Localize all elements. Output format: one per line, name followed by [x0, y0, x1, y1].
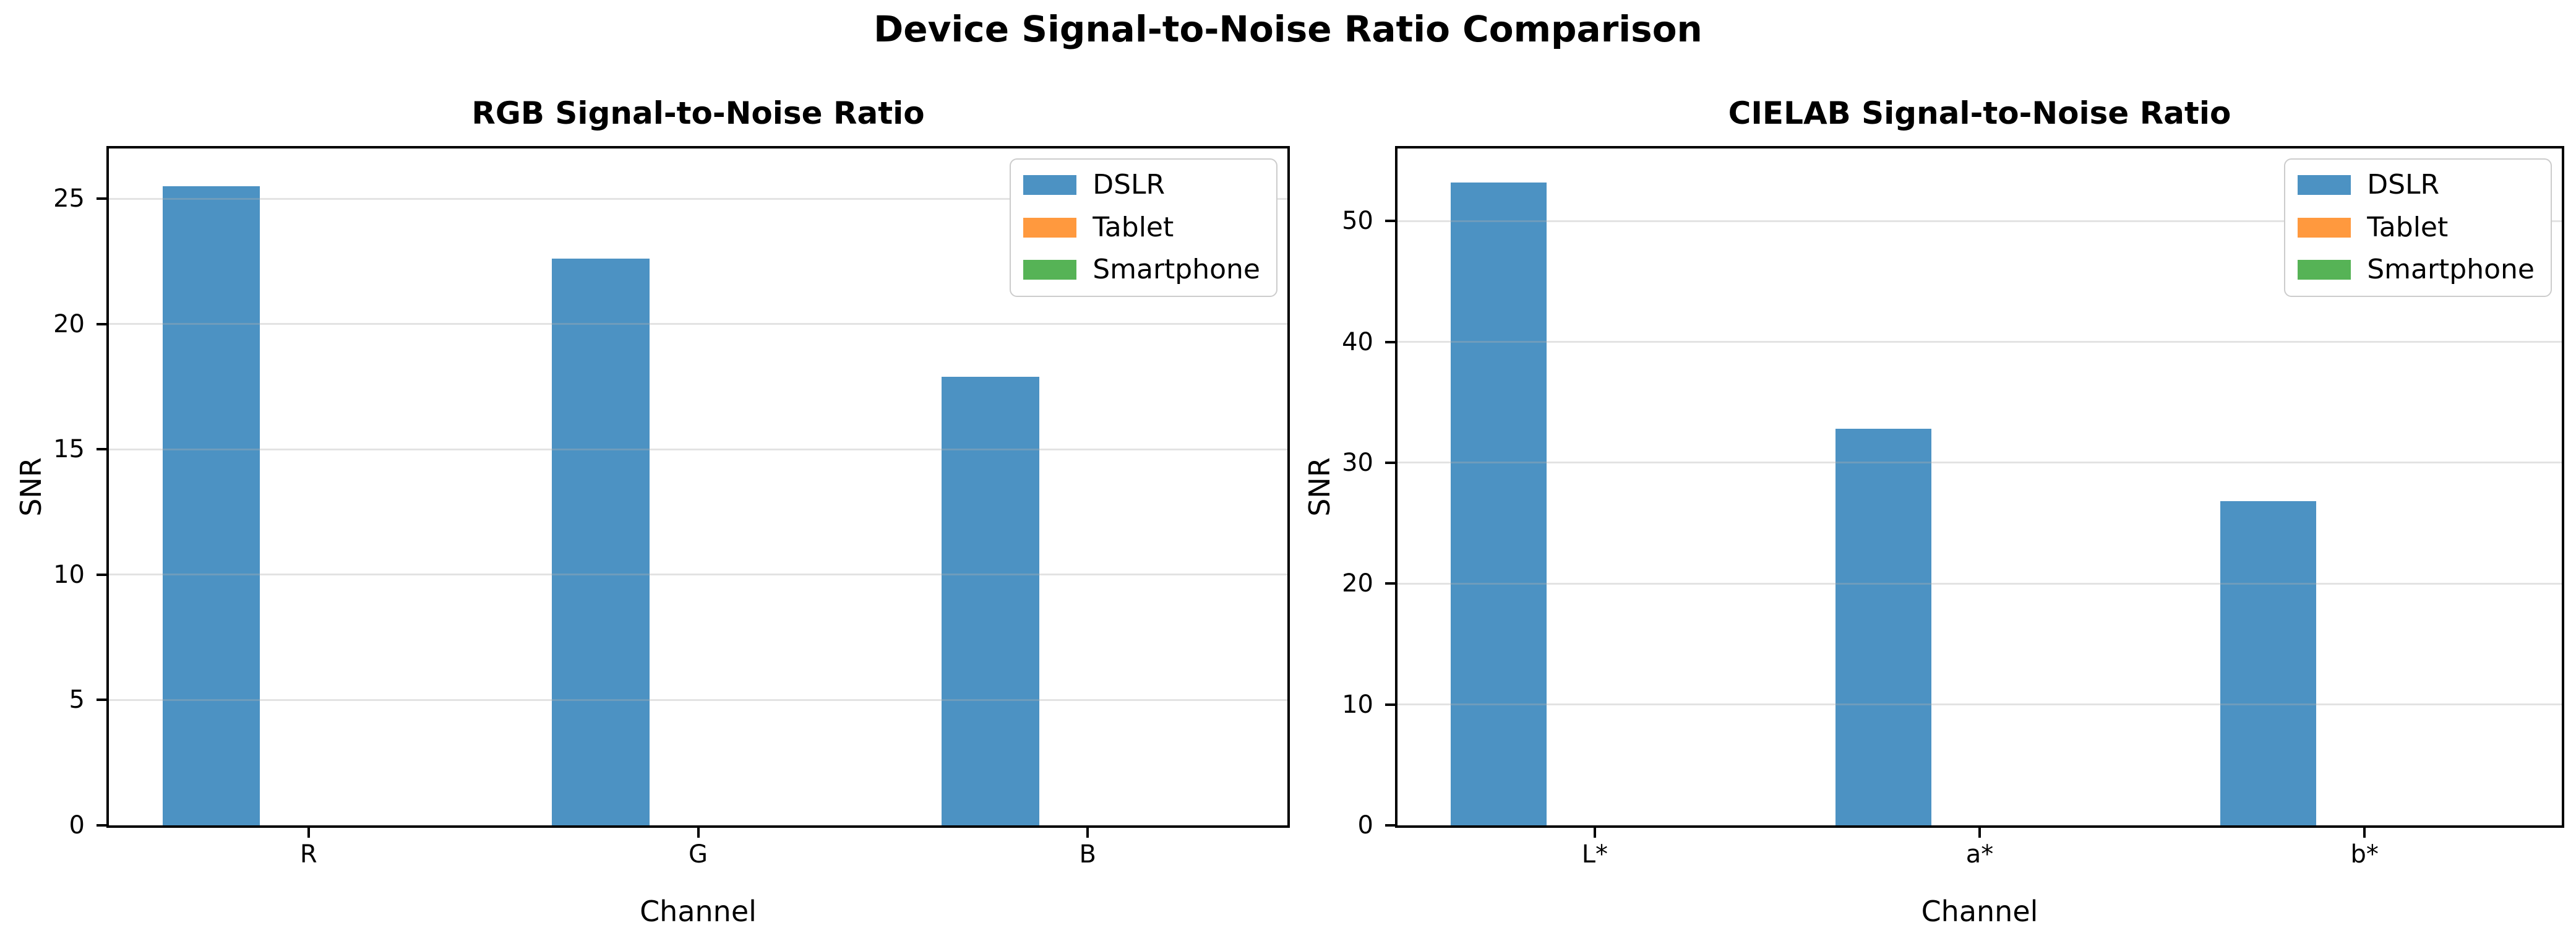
y-tick-mark [1385, 461, 1395, 464]
y-tick-label: 30 [1342, 448, 1373, 477]
legend-item-dslr: DSLR [1023, 169, 1260, 201]
legend-item-smartphone: Smartphone [1023, 254, 1260, 286]
x-tick-mark [1086, 828, 1089, 838]
gridline-y-20 [1397, 582, 2562, 585]
bar-dslr-r [162, 186, 260, 825]
y-tick-label: 25 [53, 184, 85, 213]
x-tick-label-a: a* [1965, 840, 1994, 869]
y-tick-mark [97, 322, 106, 325]
legend-swatch-tablet [2298, 217, 2351, 238]
legend-label-tablet: Tablet [1093, 211, 1174, 243]
y-tick-label: 10 [1342, 690, 1373, 719]
y-tick-mark [97, 448, 106, 451]
y-tick-label: 0 [1357, 811, 1373, 840]
y-tick-mark [1385, 220, 1395, 223]
x-tick-label-b: B [1079, 840, 1096, 869]
y-tick-mark [1385, 582, 1395, 585]
bar-dslr-b [2220, 501, 2317, 825]
gridline-y-40 [1397, 341, 2562, 343]
legend-label-smartphone: Smartphone [2367, 254, 2535, 286]
gridline-y-10 [1397, 703, 2562, 706]
y-tick-label: 15 [53, 435, 85, 464]
x-axis-label-cielab: Channel [1921, 895, 2038, 928]
gridline-y-50 [1397, 220, 2562, 222]
y-tick-mark [97, 197, 106, 200]
legend-swatch-smartphone [1023, 260, 1077, 280]
x-tick-mark [1978, 828, 1981, 838]
bar-dslr-a [1835, 429, 1932, 825]
legend-item-smartphone: Smartphone [2298, 254, 2535, 286]
x-tick-label-r: R [299, 840, 317, 869]
legend-label-dslr: DSLR [1093, 169, 1166, 200]
legend-swatch-dslr [2298, 175, 2351, 196]
x-tick-mark [697, 828, 700, 838]
chart-title-cielab: CIELAB Signal-to-Noise Ratio [1728, 95, 2231, 131]
gridline-y-20 [109, 323, 1287, 325]
x-tick-mark [1593, 828, 1596, 838]
x-tick-label-l: L* [1581, 840, 1608, 869]
y-tick-mark [97, 824, 106, 827]
y-tick-label: 0 [69, 811, 85, 840]
y-tick-label: 20 [53, 309, 85, 338]
y-tick-label: 40 [1342, 327, 1373, 356]
chart-title-rgb: RGB Signal-to-Noise Ratio [471, 95, 925, 131]
y-axis-label-rgb: SNR [14, 457, 48, 517]
legend-rgb: DSLR Tablet Smartphone [1010, 158, 1277, 297]
legend-swatch-dslr [1023, 175, 1077, 196]
x-tick-label-g: G [689, 840, 708, 869]
legend-swatch-smartphone [2298, 260, 2351, 280]
y-tick-mark [1385, 703, 1395, 706]
y-tick-mark [1385, 340, 1395, 343]
plot-area-cielab: DSLR Tablet Smartphone [1385, 146, 2564, 838]
legend-swatch-tablet [1023, 217, 1077, 238]
gridline-y-30 [1397, 462, 2562, 464]
gridline-y-5 [109, 699, 1287, 701]
legend-cielab: DSLR Tablet Smartphone [2284, 158, 2552, 297]
y-tick-label: 50 [1342, 207, 1373, 236]
y-tick-mark [97, 573, 106, 576]
gridline-y-10 [109, 574, 1287, 576]
y-tick-label: 20 [1342, 569, 1373, 598]
legend-label-tablet: Tablet [2367, 211, 2449, 243]
y-tick-label: 10 [53, 560, 85, 589]
y-tick-label: 5 [69, 686, 85, 715]
plot-area-rgb: DSLR Tablet Smartphone [97, 146, 1290, 838]
legend-item-tablet: Tablet [2298, 212, 2535, 244]
y-tick-mark [1385, 824, 1395, 827]
gridline-y-25 [109, 197, 1287, 200]
legend-label-dslr: DSLR [2367, 169, 2440, 200]
y-tick-mark [97, 699, 106, 702]
x-tick-mark [307, 828, 310, 838]
bar-dslr-l [1450, 182, 1547, 825]
figure-title: Device Signal-to-Noise Ratio Comparison [874, 8, 1702, 50]
gridline-y-15 [109, 448, 1287, 450]
bar-dslr-b [942, 376, 1039, 825]
x-tick-mark [2363, 828, 2366, 838]
x-axis-label-rgb: Channel [640, 895, 757, 928]
bar-dslr-g [552, 259, 650, 825]
legend-item-tablet: Tablet [1023, 212, 1260, 244]
x-tick-label-b: b* [2350, 840, 2379, 869]
legend-item-dslr: DSLR [2298, 169, 2535, 201]
legend-label-smartphone: Smartphone [1093, 254, 1260, 286]
